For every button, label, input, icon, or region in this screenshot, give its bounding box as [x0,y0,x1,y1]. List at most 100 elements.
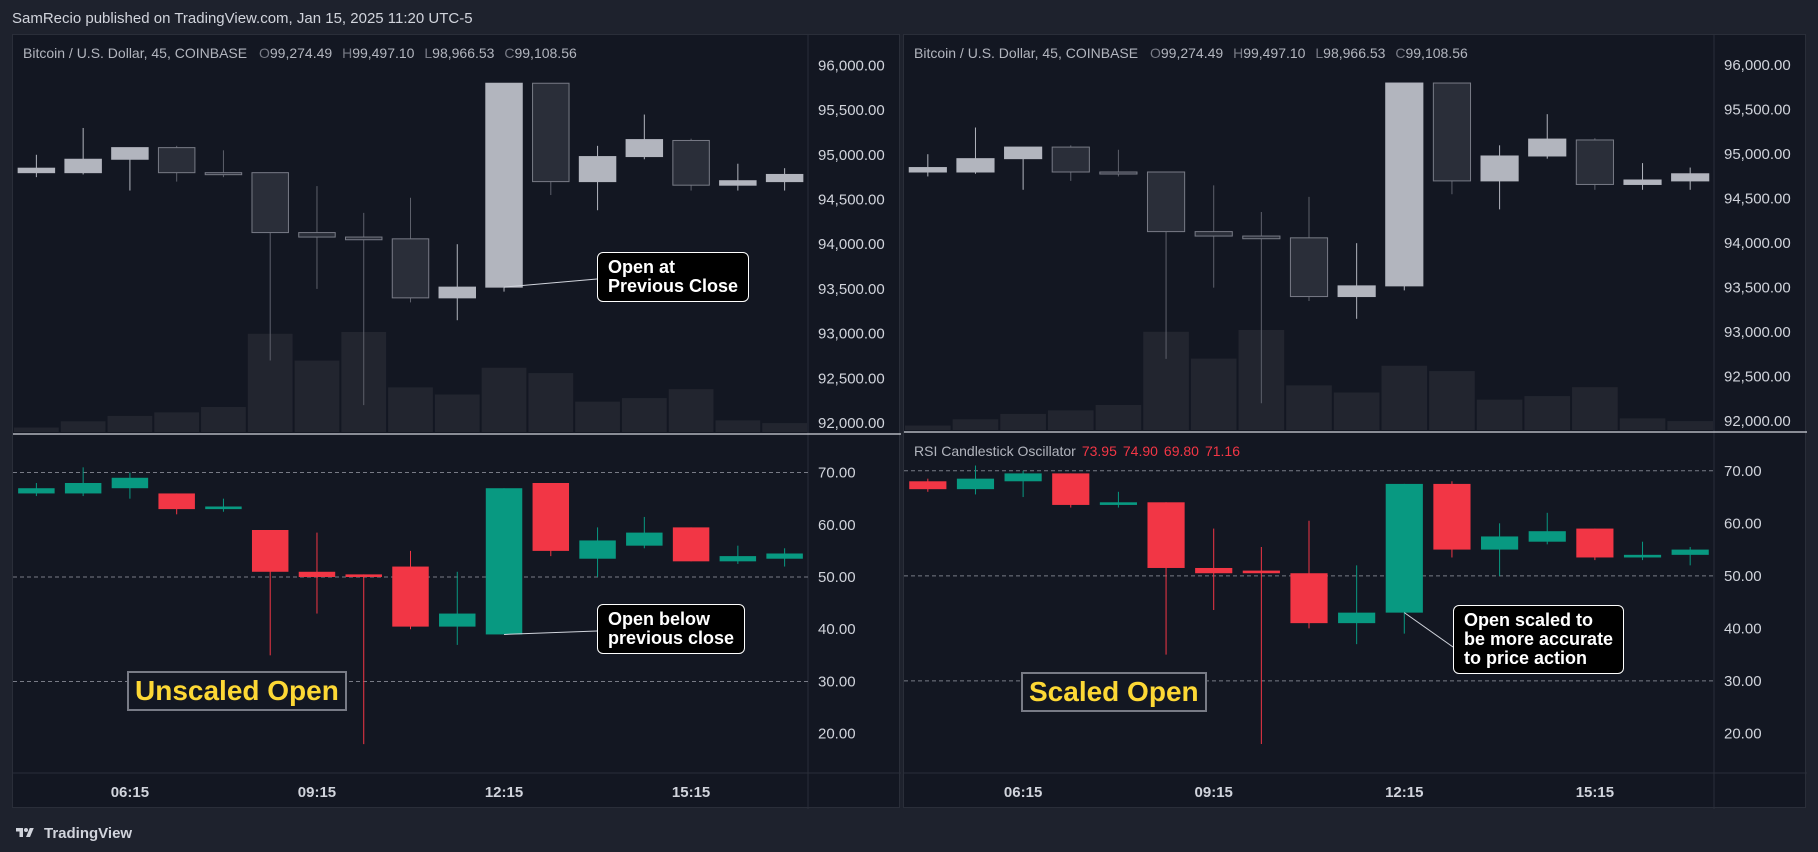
rsi-candle-body [298,571,336,577]
rsi-axis-tick: 70.00 [1724,463,1762,480]
tradingview-logo-icon [16,828,34,837]
volume-bar [60,421,106,432]
rsi-axis-tick: 60.00 [1724,515,1762,532]
volume-bar [668,389,714,432]
rsi-indicator-name: RSI Candlestick Oscillator [914,443,1076,459]
time-axis-tick: 15:15 [672,784,710,801]
rsi-candle-body [1004,473,1042,482]
rsi-candle-body [532,483,570,551]
tradingview-footer[interactable]: TradingView [12,822,132,844]
price-axis-tick: 92,000.00 [1724,413,1791,430]
left-chart-canvas[interactable]: 96,000.00 95,500.00 95,000.00 94,500.00 94,0… [13,35,901,809]
price-axis-tick: 95,500.00 [818,102,885,119]
volume-bar [1333,392,1380,430]
price-candle-body [485,82,523,288]
price-candle-body [1051,146,1090,173]
volume-bar [575,401,620,432]
price-candle-body [1528,138,1567,157]
price-legend: Bitcoin / U.S. Dollar, 45, COINBASE O99,… [23,45,577,61]
high-label: H [1233,45,1244,61]
price-candle-body [1004,146,1043,160]
rsi-candle-body [18,488,55,494]
price-axis-tick: 95,000.00 [818,147,885,164]
left-chart-panel[interactable]: 96,000.00 95,500.00 95,000.00 94,500.00 94,0… [12,34,901,809]
rsi-value-3: 69.80 [1163,443,1199,459]
rsi-candle-body [392,566,429,627]
time-axis-tick: 09:15 [298,784,336,801]
rsi-candle-body [158,493,195,510]
publisher-header: SamRecio published on TradingView.com, J… [12,10,473,27]
low-value: 98,966.53 [432,45,495,61]
volume-bar [1095,405,1142,430]
callout-connector [504,630,598,635]
time-axis-tick: 15:15 [1576,784,1614,801]
price-candle-body [1242,235,1281,240]
volume-bar [481,367,527,432]
rsi-candle-body [1433,483,1471,550]
price-axis-tick: 92,500.00 [818,370,885,387]
right-chart-canvas[interactable]: 96,000.00 95,500.00 95,000.00 94,500.00 94,0… [904,35,1807,809]
right-chart-panel[interactable]: 96,000.00 95,500.00 95,000.00 94,500.00 94,0… [903,34,1807,809]
volume-bar [1524,396,1571,430]
volume-bar [1619,418,1666,430]
volume-bar [762,423,807,432]
rsi-candle-body [1671,549,1709,555]
callout-open-below-previous-close: Open below previous close [597,604,746,654]
callout-connector [503,278,598,288]
rsi-candle-body [485,488,523,635]
price-candle-body [908,167,947,173]
rsi-candle-body [111,477,149,489]
rsi-axis-tick: 40.00 [818,621,856,638]
price-candle-body [111,147,149,160]
rsi-candle-body [909,481,947,490]
time-axis-tick: 06:15 [1004,784,1042,801]
volume-bar [1286,385,1332,430]
price-axis-tick: 93,000.00 [818,326,885,343]
price-candle-body [765,173,804,183]
scaled-open-tag: Scaled Open [1021,672,1207,712]
price-axis-tick: 94,500.00 [818,191,885,208]
price-candle-body [438,286,477,299]
price-legend: Bitcoin / U.S. Dollar, 45, COINBASE O99,… [914,45,1468,61]
price-candle-body [625,139,664,158]
volume-bar [154,412,200,432]
rsi-candle-body [956,478,995,490]
rsi-legend: RSI Candlestick Oscillator 73.95 74.90 69.8… [914,443,1240,459]
price-axis-tick: 95,000.00 [1724,146,1791,163]
volume-bar [1381,365,1428,430]
price-candle-body [1385,82,1424,287]
rsi-candle-body [1481,536,1519,550]
rsi-axis-tick: 30.00 [818,673,856,690]
price-axis-tick: 95,500.00 [1724,102,1791,119]
rsi-axis-tick: 20.00 [818,726,856,743]
volume-bar [294,360,340,432]
close-value: 99,108.56 [514,45,577,61]
time-axis-tick: 12:15 [1385,784,1423,801]
callout-open-previous-close: Open at Previous Close [597,252,750,302]
price-axis-tick: 93,500.00 [818,281,885,298]
volume-bar [1476,399,1523,430]
rsi-candle-body [1147,502,1185,568]
open-value: 99,274.49 [1160,45,1224,61]
rsi-candle-body [439,613,476,627]
rsi-axis-tick: 20.00 [1724,725,1762,742]
callout-connector [1404,612,1454,648]
rsi-candle-body [1528,531,1566,542]
volume-bar [107,415,153,432]
price-candle-body [157,147,196,174]
price-axis-tick: 92,500.00 [1724,369,1791,386]
volume-bar [905,425,951,430]
volume-bar [434,394,480,432]
rsi-axis-tick: 40.00 [1724,620,1762,637]
rsi-candle-body [1052,473,1090,505]
low-label: L [424,45,433,61]
price-candle-body [1194,231,1233,237]
price-candle-body [1432,82,1472,182]
callout-open-scaled: Open scaled to be more accurate to price… [1453,605,1625,674]
price-candle-body [251,172,289,234]
price-candle-body [298,232,336,238]
rsi-candle-body [205,506,242,510]
high-value: 99,497.10 [1243,45,1306,61]
rsi-value-1: 73.95 [1081,443,1117,459]
volume-bar [1572,387,1618,430]
